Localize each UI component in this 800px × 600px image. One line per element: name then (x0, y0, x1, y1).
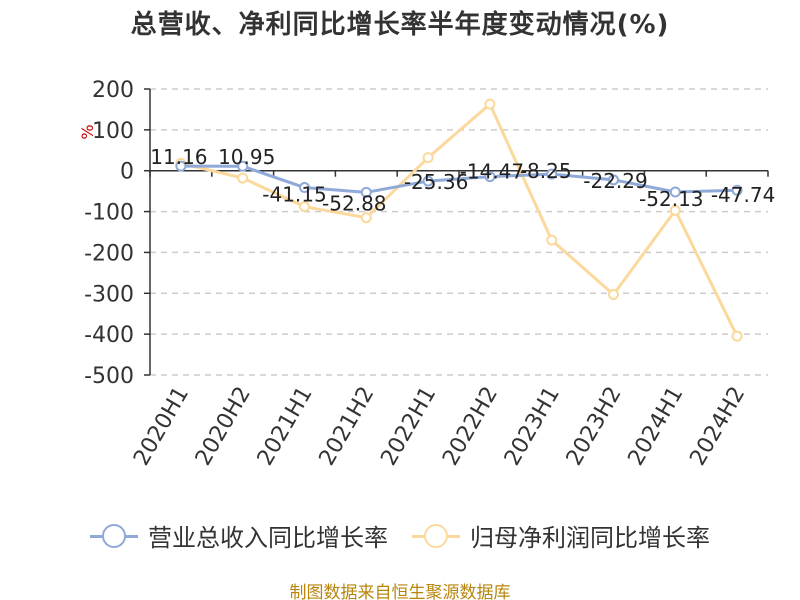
data-label-revenue: -52.88 (322, 191, 386, 215)
x-tick-label: 2024H2 (685, 383, 750, 470)
data-point-revenue (731, 184, 743, 196)
data-point-revenue (422, 175, 434, 187)
data-label-revenue: -8.25 (520, 159, 572, 183)
data-label-revenue: 11.16 (150, 145, 207, 169)
legend-label-revenue: 营业总收入同比增长率 (148, 524, 388, 552)
data-point-profit (608, 289, 619, 301)
y-tick-label: 100 (92, 119, 134, 144)
data-label-revenue: -52.13 (639, 187, 703, 211)
data-point-revenue (175, 160, 187, 172)
legend-marker-profit (412, 523, 460, 549)
data-label-revenue: -47.74 (711, 183, 775, 207)
series-line-profit (180, 102, 739, 337)
data-point-profit (237, 172, 249, 184)
data-point-profit (360, 212, 372, 224)
data-label-revenue: -41.15 (262, 183, 326, 207)
legend-dot-profit (424, 523, 448, 548)
data-label-revenue: -22.29 (583, 169, 647, 193)
x-tick-label: 2023H1 (500, 383, 565, 470)
data-point-profit (484, 98, 496, 110)
x-tick-label: 2020H1 (129, 383, 194, 470)
legend-item-revenue[interactable]: 营业总收入同比增长率 (90, 518, 388, 553)
x-tick-label: 2022H1 (376, 382, 441, 469)
y-tick-label: 0 (120, 160, 134, 185)
data-point-revenue (237, 160, 249, 172)
data-point-revenue (669, 186, 681, 198)
x-tick-label: 2021H2 (315, 383, 380, 470)
x-tick-label: 2024H1 (624, 383, 689, 470)
x-tick-label: 2022H2 (438, 383, 503, 470)
legend-item-profit[interactable]: 归母净利润同比增长率 (412, 518, 710, 553)
legend-dot-revenue (102, 523, 126, 548)
data-point-revenue (484, 171, 496, 183)
x-tick-label: 2023H2 (562, 383, 627, 470)
y-tick-label: -200 (84, 241, 134, 266)
x-tick-label: 2020H2 (191, 383, 256, 470)
chart-title: 总营收、净利同比增长率半年度变动情况(%) (130, 10, 670, 40)
data-point-revenue (360, 186, 372, 198)
y-tick-label: 200 (92, 78, 134, 103)
series-line-revenue (180, 164, 738, 194)
y-tick-label: -500 (84, 364, 134, 389)
data-point-revenue (546, 168, 558, 180)
legend-marker-revenue (90, 523, 138, 549)
legend: 营业总收入同比增长率 归母净利润同比增长率 (0, 518, 800, 553)
data-label-revenue: -14.47 (460, 160, 524, 184)
data-point-profit (299, 201, 310, 213)
data-point-revenue (608, 174, 619, 186)
data-point-profit (731, 330, 743, 342)
data-point-profit (422, 152, 434, 164)
data-point-profit (546, 234, 558, 246)
data-point-profit (669, 204, 681, 216)
data-source-note: 制图数据来自恒生聚源数据库 (289, 583, 511, 600)
data-point-revenue (299, 182, 310, 194)
y-tick-label: -100 (84, 201, 134, 226)
y-tick-label: -300 (84, 282, 134, 307)
x-tick-label: 2021H1 (253, 383, 318, 470)
data-label-revenue: 10.95 (218, 145, 275, 169)
y-axis-unit-label: % (78, 124, 97, 139)
legend-label-profit: 归母净利润同比增长率 (470, 524, 710, 552)
data-label-revenue: -25.36 (404, 170, 468, 194)
y-tick-label: -400 (84, 323, 134, 348)
